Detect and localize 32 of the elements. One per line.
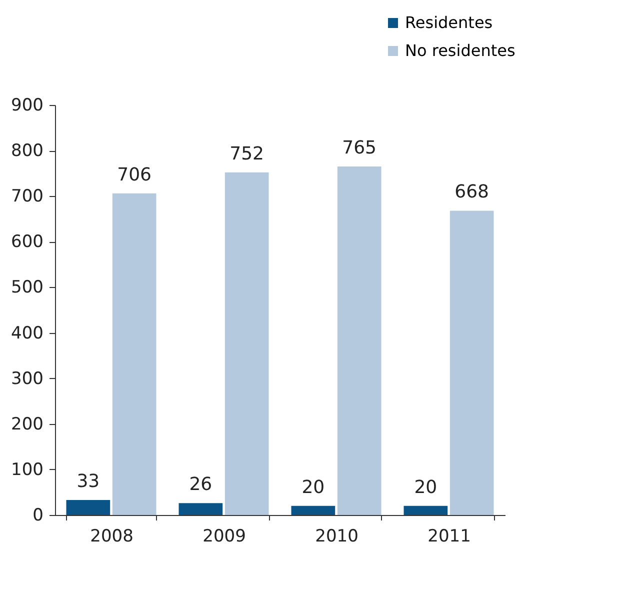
y-tick-label: 200 [11, 414, 44, 434]
bar [404, 506, 448, 515]
y-tick-label: 900 [11, 96, 44, 116]
y-tick-label: 0 [32, 506, 44, 526]
x-tick-label: 2010 [315, 526, 358, 546]
bar [450, 210, 494, 515]
bar [224, 172, 269, 515]
data-label: 752 [230, 143, 264, 164]
y-tick-label: 600 [11, 232, 44, 252]
data-label: 20 [414, 476, 438, 498]
data-label: 668 [454, 182, 490, 203]
data-label: 26 [189, 474, 212, 496]
bar [178, 503, 223, 515]
data-label: 765 [342, 138, 377, 158]
bar [112, 193, 156, 515]
y-tick-label: 400 [11, 323, 44, 344]
y-tick-label: 300 [11, 368, 44, 389]
x-tick-label: 2009 [202, 526, 246, 546]
x-tick-label: 2008 [90, 526, 134, 546]
legend-label: Residentes [405, 13, 493, 32]
data-label: 33 [76, 470, 100, 492]
data-label: 20 [302, 476, 325, 498]
bar [337, 166, 382, 515]
bar [291, 506, 336, 515]
bar [66, 500, 110, 515]
x-tick-label: 2011 [428, 526, 471, 546]
y-tick-label: 100 [11, 460, 44, 480]
y-tick-label: 500 [11, 278, 44, 298]
y-tick-label: 800 [11, 141, 44, 162]
data-label: 706 [117, 164, 152, 186]
y-tick-label: 700 [11, 186, 44, 207]
legend-label: No residentes [405, 41, 516, 60]
